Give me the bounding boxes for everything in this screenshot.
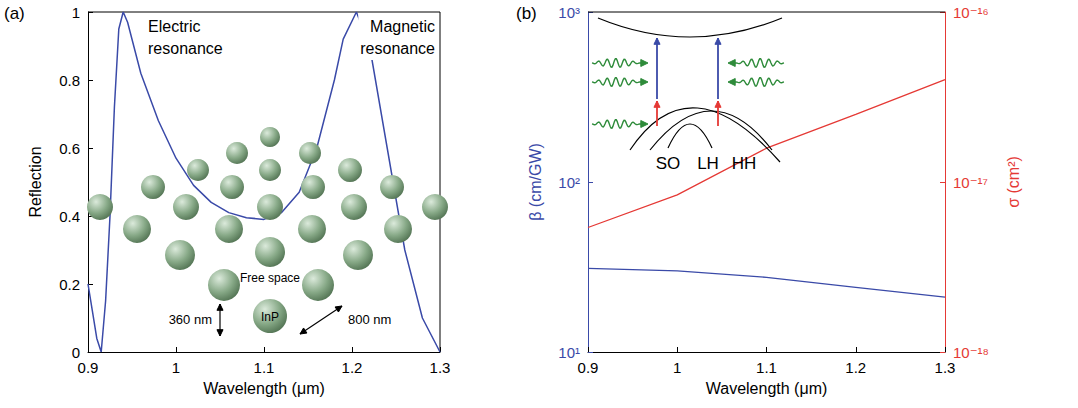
svg-text:10⁻¹⁸: 10⁻¹⁸ xyxy=(953,344,989,361)
svg-text:10⁻¹⁷: 10⁻¹⁷ xyxy=(953,174,988,191)
svg-text:Reflection: Reflection xyxy=(27,146,44,217)
svg-text:1.1: 1.1 xyxy=(756,359,777,376)
svg-text:1: 1 xyxy=(72,4,80,21)
svg-text:1.1: 1.1 xyxy=(254,359,275,376)
svg-text:1: 1 xyxy=(172,359,180,376)
svg-text:InP: InP xyxy=(261,310,279,324)
svg-text:Wavelength (μm): Wavelength (μm) xyxy=(706,380,828,397)
svg-text:10³: 10³ xyxy=(558,4,580,21)
svg-text:LH: LH xyxy=(697,154,719,173)
svg-text:0.9: 0.9 xyxy=(578,359,599,376)
svg-text:Magnetic: Magnetic xyxy=(370,18,435,35)
svg-text:360 nm: 360 nm xyxy=(169,312,212,327)
svg-text:Free space: Free space xyxy=(240,271,300,285)
svg-text:1.3: 1.3 xyxy=(430,359,451,376)
svg-text:800 nm: 800 nm xyxy=(348,312,391,327)
svg-text:HH: HH xyxy=(732,154,757,173)
svg-text:0.6: 0.6 xyxy=(59,140,80,157)
svg-text:0.9: 0.9 xyxy=(78,359,99,376)
svg-text:1.2: 1.2 xyxy=(342,359,363,376)
svg-text:Electric: Electric xyxy=(148,18,200,35)
svg-text:10²: 10² xyxy=(558,174,580,191)
svg-text:resonance: resonance xyxy=(148,40,223,57)
svg-text:resonance: resonance xyxy=(360,40,435,57)
svg-text:Wavelength (μm): Wavelength (μm) xyxy=(203,380,325,397)
svg-text:1.3: 1.3 xyxy=(935,359,956,376)
svg-text:10¹: 10¹ xyxy=(558,344,580,361)
svg-text:0: 0 xyxy=(72,344,80,361)
svg-text:(b): (b) xyxy=(516,4,537,23)
svg-text:10⁻¹⁶: 10⁻¹⁶ xyxy=(953,4,989,21)
svg-text:0.8: 0.8 xyxy=(59,72,80,89)
svg-text:β (cm/GW): β (cm/GW) xyxy=(527,143,544,221)
svg-text:σ (cm²): σ (cm²) xyxy=(1005,156,1022,208)
svg-text:0.4: 0.4 xyxy=(59,208,80,225)
svg-text:0.2: 0.2 xyxy=(59,276,80,293)
svg-text:1: 1 xyxy=(673,359,681,376)
svg-text:SO: SO xyxy=(656,154,681,173)
svg-text:1.2: 1.2 xyxy=(845,359,866,376)
svg-text:(a): (a) xyxy=(4,4,25,23)
